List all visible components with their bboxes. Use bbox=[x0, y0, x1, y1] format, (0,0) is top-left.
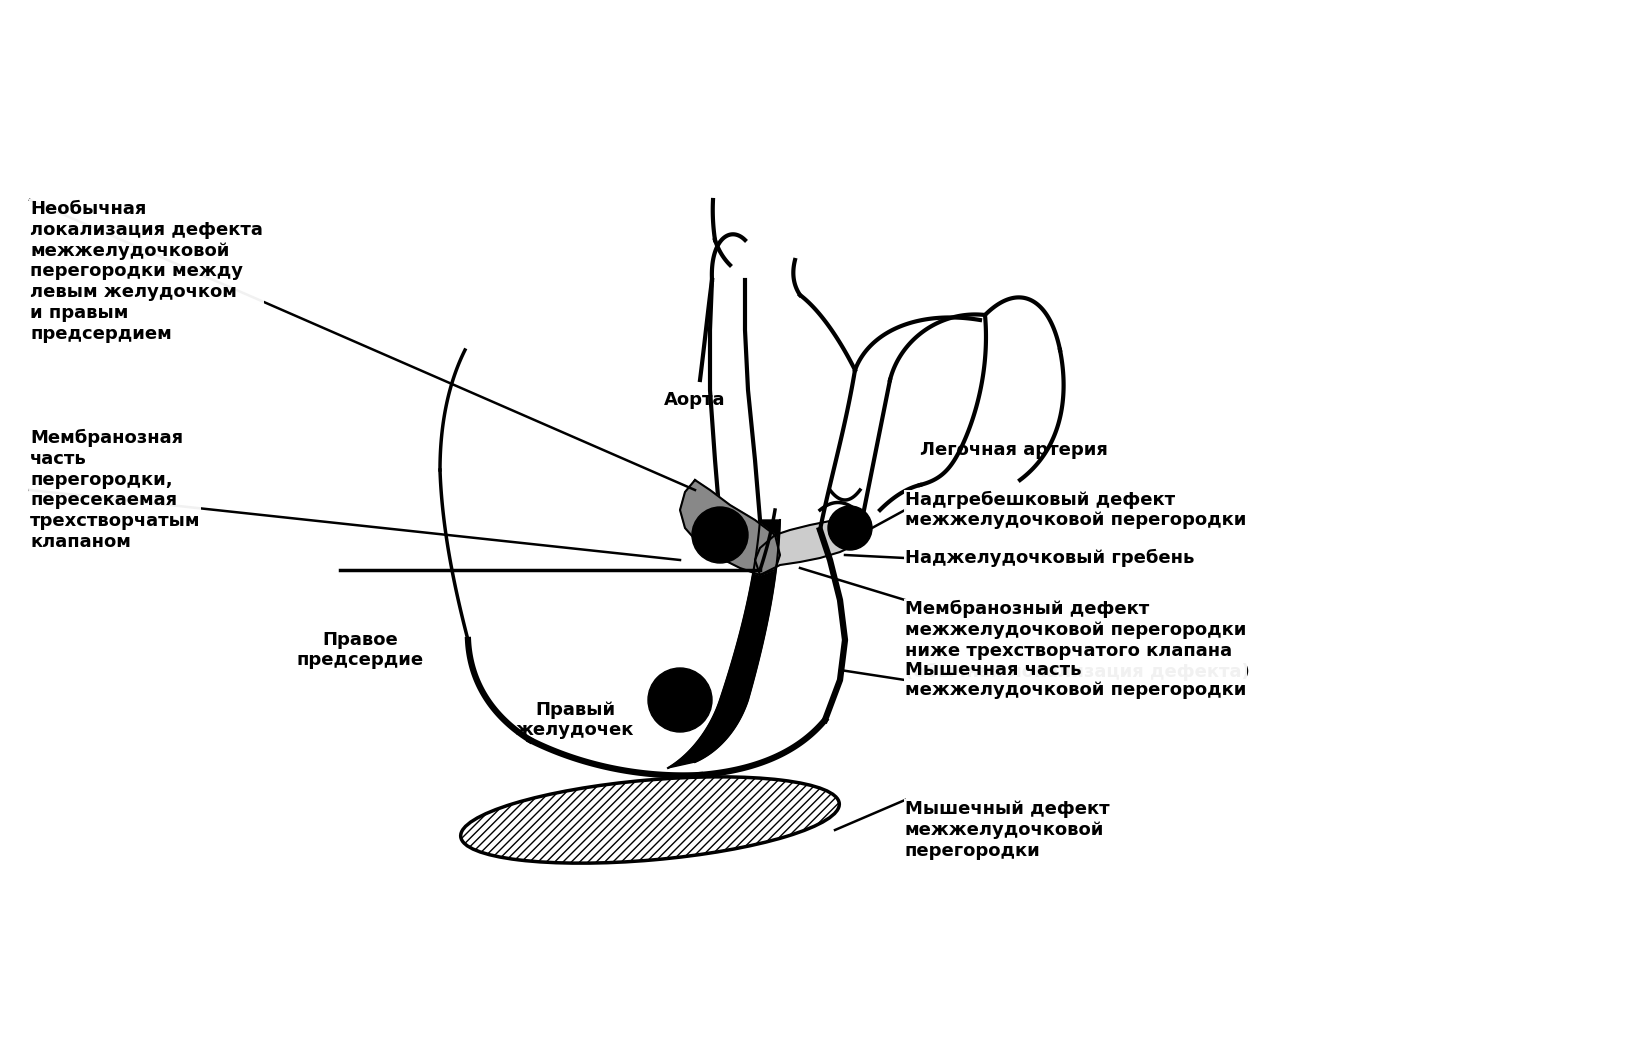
Circle shape bbox=[827, 506, 871, 550]
Text: Мембранозный дефект
межжелудочковой перегородки
ниже трехстворчатого клапана
(об: Мембранозный дефект межжелудочковой пере… bbox=[906, 600, 1250, 680]
Text: Мышечная часть
межжелудочковой перегородки: Мышечная часть межжелудочковой перегород… bbox=[906, 660, 1247, 699]
Text: Правое
предсердие: Правое предсердие bbox=[297, 631, 424, 670]
Text: Легочная артерия: Легочная артерия bbox=[920, 441, 1108, 459]
Polygon shape bbox=[667, 519, 780, 768]
Polygon shape bbox=[681, 480, 780, 574]
Text: Мышечный дефект
межжелудочковой
перегородки: Мышечный дефект межжелудочковой перегоро… bbox=[906, 800, 1110, 859]
Circle shape bbox=[692, 507, 747, 563]
Text: Мембранозная
часть
перегородки,
пересекаемая
трехстворчатым
клапаном: Мембранозная часть перегородки, пересека… bbox=[29, 428, 201, 551]
Text: Наджелудочковый гребень: Наджелудочковый гребень bbox=[906, 549, 1195, 567]
Polygon shape bbox=[756, 519, 860, 574]
Text: Аорта: Аорта bbox=[664, 391, 726, 409]
Text: Необычная
локализация дефекта
межжелудочковой
перегородки между
левым желудочком: Необычная локализация дефекта межжелудоч… bbox=[29, 200, 263, 343]
Circle shape bbox=[648, 668, 712, 732]
Text: Правый
желудочек: Правый желудочек bbox=[516, 700, 635, 740]
Text: Надгребешковый дефект
межжелудочковой перегородки: Надгребешковый дефект межжелудочковой пе… bbox=[906, 491, 1247, 529]
Ellipse shape bbox=[460, 777, 839, 863]
